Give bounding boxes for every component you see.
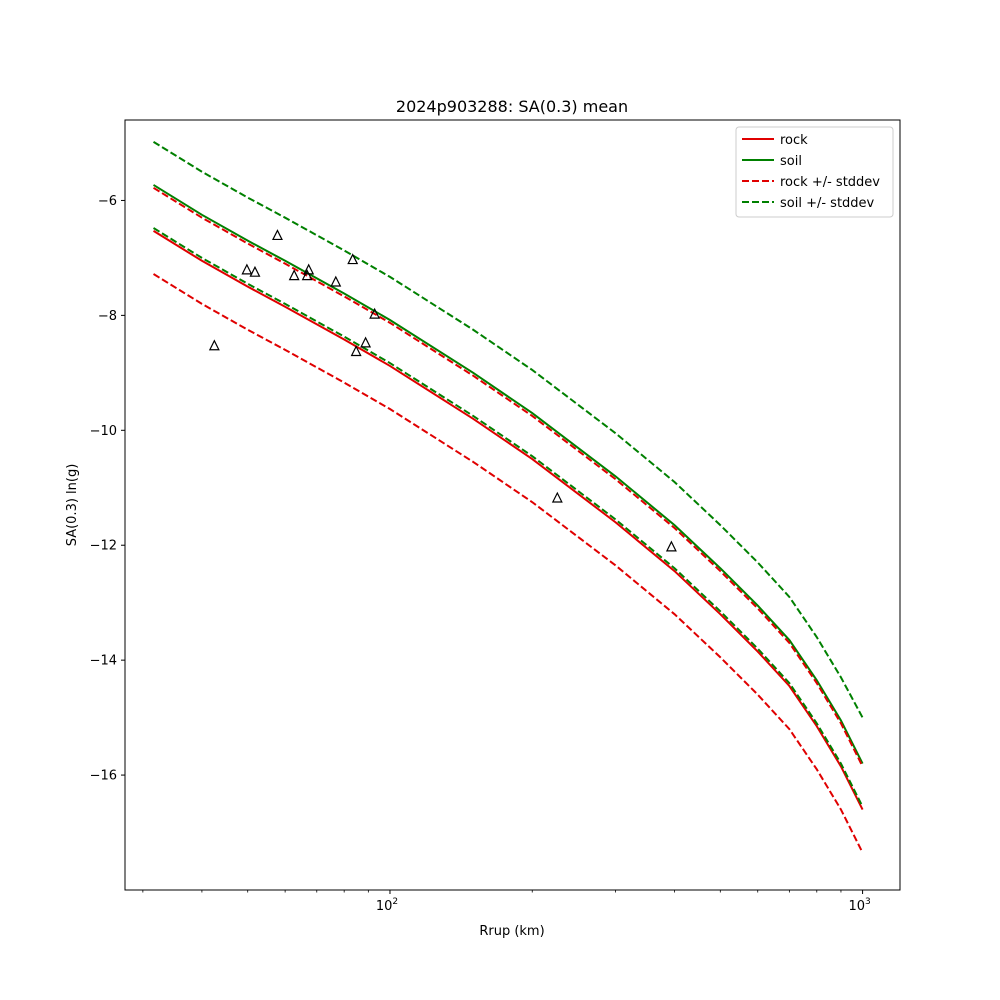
y-axis-label: SA(0.3) ln(g) (65, 464, 80, 547)
observation-marker (330, 275, 342, 287)
series-line-4 (152, 140, 864, 719)
series-line-1 (152, 184, 864, 765)
legend-box (735, 126, 894, 218)
observation-marker (347, 253, 359, 265)
x-axis-label: Rrup (km) (479, 924, 544, 939)
observation-marker (271, 229, 283, 241)
series-line-2 (152, 186, 864, 767)
legend: rock soil rock +/- stddev soil +/- stddev (735, 126, 894, 218)
plot-area (152, 140, 864, 854)
series-line-5 (152, 227, 864, 808)
observation-marker (360, 336, 372, 348)
chart-title: 2024p903288: SA(0.3) mean (396, 97, 628, 116)
y-tick-label: −14 (90, 654, 117, 669)
y-tick-label: −12 (90, 539, 117, 554)
y-tick-label: −10 (90, 424, 117, 439)
observation-marker (301, 269, 313, 281)
observation-marker (208, 339, 220, 351)
observation-marker (551, 491, 563, 503)
legend-label: rock (780, 133, 808, 148)
legend-label: soil (780, 154, 802, 169)
y-tick-label: −8 (98, 309, 117, 324)
axes-frame (124, 119, 901, 891)
observation-marker (303, 263, 315, 275)
observation-marker (241, 263, 253, 275)
series-line-3 (152, 273, 864, 854)
observation-marker (249, 265, 261, 277)
y-tick-label: −16 (90, 769, 117, 784)
y-tick-label: −6 (98, 194, 117, 209)
series-line-0 (152, 230, 864, 810)
observation-marker (369, 307, 381, 319)
observation-marker (350, 345, 362, 357)
legend-label: soil +/- stddev (780, 196, 875, 211)
observation-marker (665, 540, 677, 552)
observation-marker (288, 269, 300, 281)
legend-label: rock +/- stddev (780, 175, 880, 190)
